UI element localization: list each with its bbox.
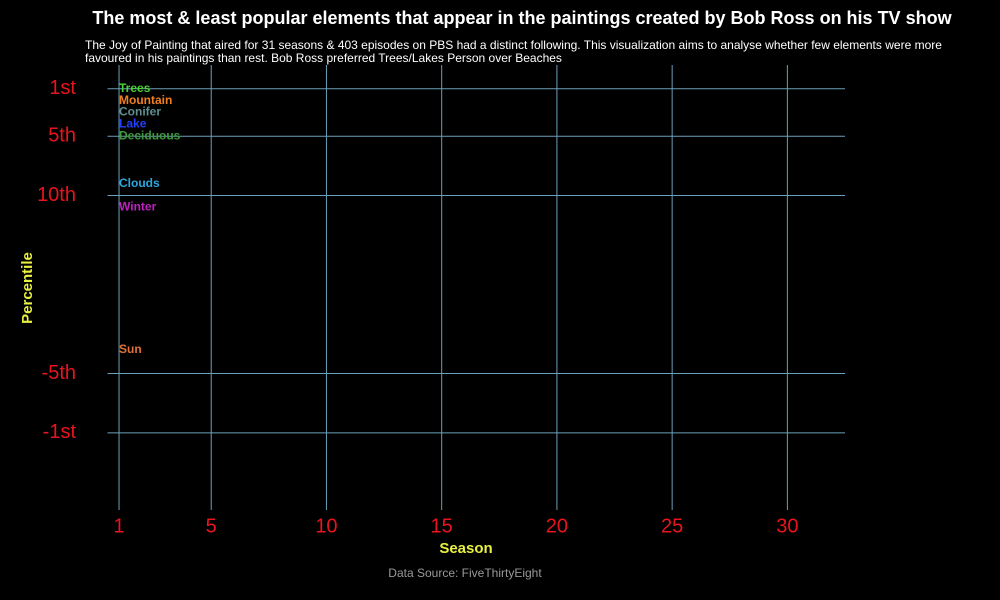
y-tick-label: 1st — [49, 77, 76, 99]
x-tick-label: 15 — [431, 515, 453, 537]
x-axis-label: Season — [439, 540, 492, 557]
x-tick-label: 5 — [206, 515, 217, 537]
source: Data Source: FiveThirtyEight — [388, 566, 542, 580]
point-label: Mountain — [119, 93, 172, 107]
chart-title: The most & least popular elements that a… — [92, 8, 952, 28]
y-tick-label: -1st — [43, 421, 77, 443]
point-label: Sun — [119, 342, 142, 356]
y-tick-label: 10th — [37, 184, 76, 206]
x-tick-label: 25 — [661, 515, 683, 537]
point-label: Deciduous — [119, 128, 181, 142]
y-tick-label: -5th — [42, 362, 76, 384]
y-tick-label: 5th — [48, 124, 76, 146]
point-label: Clouds — [119, 176, 160, 190]
x-tick-label: 10 — [315, 515, 337, 537]
point-label: Winter — [119, 200, 157, 214]
point-label: Lake — [119, 117, 147, 131]
point-label: Conifer — [119, 105, 161, 119]
point-label: Trees — [119, 81, 151, 95]
y-axis-label: Percentile — [19, 252, 36, 324]
subtitle: The Joy of Painting that aired for 31 se… — [85, 38, 942, 65]
x-tick-label: 30 — [776, 515, 798, 537]
x-tick-label: 20 — [546, 515, 568, 537]
x-tick-label: 1 — [113, 515, 124, 537]
